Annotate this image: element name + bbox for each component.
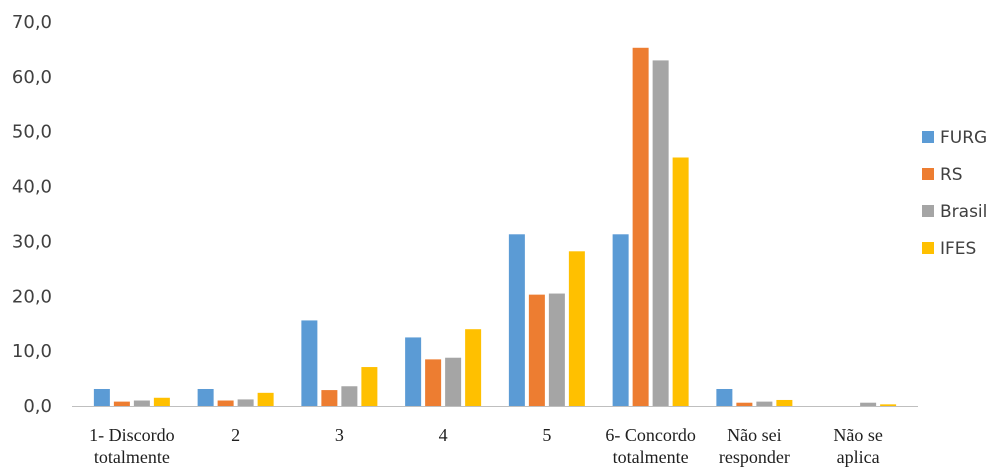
- legend-item-furg: FURG: [922, 128, 987, 148]
- bar-rs: [528, 294, 545, 406]
- y-tick-label: 60,0: [12, 67, 52, 88]
- bar-ifes: [672, 157, 689, 406]
- bar-rs: [217, 400, 234, 406]
- x-tick-label: 1- Discordo totalmente: [89, 425, 174, 467]
- bar-rs: [113, 401, 130, 406]
- x-tick-label: 5: [542, 425, 551, 445]
- legend-label: IFES: [940, 239, 976, 259]
- y-tick-label: 70,0: [12, 12, 52, 33]
- x-tick-label: Não se aplica: [833, 425, 882, 467]
- y-tick-label: 20,0: [12, 286, 52, 307]
- legend: FURG RS Brasil IFES: [922, 128, 987, 259]
- bar-furg: [508, 234, 525, 406]
- bar-furg: [301, 320, 318, 406]
- bar-brasil: [756, 401, 773, 406]
- legend-swatch: [922, 205, 934, 217]
- legend-label: Brasil: [940, 202, 987, 222]
- legend-swatch: [922, 131, 934, 143]
- bar-ifes: [880, 404, 897, 406]
- y-tick-label: 0,0: [23, 396, 52, 417]
- bar-furg: [612, 234, 629, 406]
- bar-ifes: [257, 392, 274, 406]
- bar-rs: [736, 402, 753, 406]
- bar-ifes: [153, 397, 170, 406]
- y-tick-label: 10,0: [12, 341, 52, 362]
- bar-brasil: [237, 399, 254, 406]
- bar-ifes: [568, 251, 585, 406]
- bar-rs: [425, 359, 442, 406]
- bar-furg: [93, 388, 110, 406]
- x-tick-label: Não sei responder: [719, 425, 790, 467]
- x-axis-labels: 1- Discordo totalmente 2 3 4 5 6- Concordo tota…: [89, 425, 883, 467]
- bar-furg: [716, 388, 733, 406]
- bar-ifes: [465, 329, 482, 406]
- x-tick-label: 4: [439, 425, 448, 445]
- bar-brasil: [445, 357, 462, 406]
- y-tick-label: 30,0: [12, 231, 52, 252]
- y-tick-label: 40,0: [12, 177, 52, 198]
- x-tick-label: 2: [231, 425, 240, 445]
- legend-item-rs: RS: [922, 165, 963, 185]
- legend-item-ifes: IFES: [922, 239, 976, 259]
- x-tick-label: 6- Concordo totalmente: [605, 425, 695, 467]
- bar-brasil: [652, 60, 669, 407]
- bars-group: [93, 47, 897, 407]
- bar-brasil: [548, 293, 565, 406]
- bar-rs: [632, 47, 649, 406]
- y-axis-ticks: 0,0 10,0 20,0 30,0 40,0 50,0 60,0 70,0: [12, 12, 52, 417]
- bar-furg: [197, 388, 214, 406]
- bar-brasil: [133, 400, 150, 406]
- bar-rs: [321, 390, 338, 406]
- bar-furg: [405, 337, 422, 406]
- legend-item-brasil: Brasil: [922, 202, 987, 222]
- bar-brasil: [341, 386, 358, 406]
- bar-ifes: [361, 367, 378, 406]
- legend-label: RS: [940, 165, 963, 185]
- legend-swatch: [922, 242, 934, 254]
- legend-label: FURG: [940, 128, 987, 148]
- bar-brasil: [860, 402, 877, 406]
- legend-swatch: [922, 168, 934, 180]
- bar-ifes: [776, 399, 793, 406]
- x-tick-label: 3: [335, 425, 344, 445]
- y-tick-label: 50,0: [12, 122, 52, 143]
